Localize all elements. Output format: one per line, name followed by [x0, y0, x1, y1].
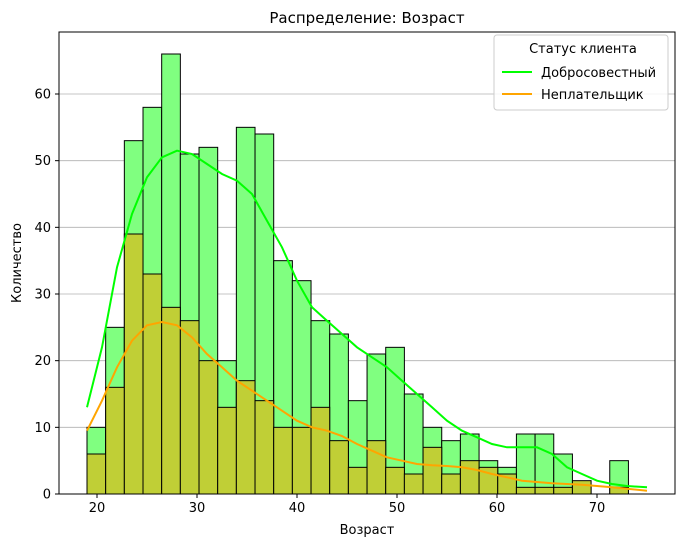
- y-tick-label: 0: [43, 488, 51, 503]
- bar-default: [179, 320, 200, 495]
- bar-default: [235, 380, 256, 495]
- bar-default: [310, 406, 331, 495]
- bar-default: [217, 406, 237, 495]
- bars-layer: [86, 53, 629, 495]
- legend-label-good: Добросовестный: [541, 66, 656, 81]
- bar-default: [123, 233, 144, 495]
- bar-default: [291, 426, 312, 495]
- bar-default: [347, 466, 368, 495]
- plot-frame: [58, 31, 676, 495]
- bar-default: [403, 473, 424, 495]
- bar-default: [422, 446, 443, 495]
- bar-good: [534, 433, 555, 495]
- bar-default: [329, 440, 349, 495]
- kde-line-good: [86, 149, 648, 489]
- x-tick-label: 20: [89, 501, 106, 516]
- y-tick-label: 40: [34, 221, 51, 236]
- bar-good: [515, 433, 536, 495]
- bar-default: [105, 386, 125, 495]
- x-axis-label: Возраст: [340, 523, 395, 538]
- y-tick-label: 30: [34, 288, 51, 303]
- kde-line-default: [86, 320, 648, 492]
- x-tick-label: 50: [389, 501, 406, 516]
- bar-default: [534, 486, 555, 495]
- x-tick-label: 70: [589, 501, 606, 516]
- legend-box: [493, 34, 669, 111]
- bar-default: [198, 360, 219, 495]
- y-tick-label: 60: [34, 88, 51, 103]
- bar-default: [441, 473, 461, 495]
- bar-default: [571, 480, 592, 495]
- x-tick-label: 60: [489, 501, 506, 516]
- kde-layer: [86, 149, 648, 492]
- axes: 20 30 40 50 60 70 0 10 20 30 40 50 60: [34, 31, 676, 516]
- bar-default: [142, 273, 163, 495]
- bar-default: [254, 400, 275, 495]
- legend-label-default: Неплательщик: [541, 88, 644, 103]
- bar-default: [385, 466, 405, 495]
- bar-default: [161, 306, 181, 495]
- legend: Статус клиента Добросовестный Неплательщ…: [493, 34, 669, 111]
- bar-default: [515, 486, 536, 495]
- legend-title: Статус клиента: [529, 42, 637, 57]
- bar-default: [553, 486, 573, 495]
- y-tick-label: 50: [34, 154, 51, 169]
- bar-default: [459, 460, 480, 495]
- y-axis-label: Количество: [10, 223, 25, 303]
- chart-title: Распределение: Возраст: [269, 9, 464, 27]
- x-tick-label: 40: [289, 501, 306, 516]
- y-tick-label: 10: [34, 421, 51, 436]
- y-tick-label: 20: [34, 354, 51, 369]
- bar-default: [86, 453, 107, 495]
- x-tick-label: 30: [189, 501, 206, 516]
- bar-default: [273, 426, 293, 495]
